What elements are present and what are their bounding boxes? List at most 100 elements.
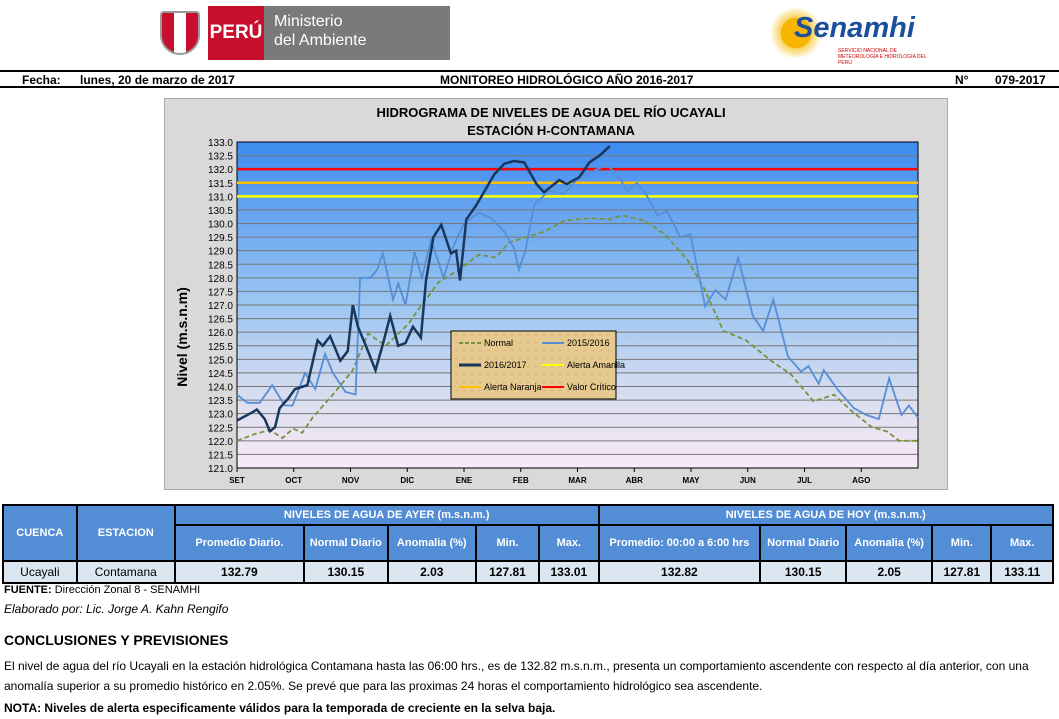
header-ayer-min: Min. [474,524,541,562]
y-tick-label: 127.5 [208,287,233,298]
x-tick-label: NOV [342,476,360,485]
cell-ayer-anomalia: 2.03 [386,560,477,584]
report-number: 079-2017 [995,73,1046,87]
chart-subtitle: ESTACIÓN H-CONTAMANA [467,123,635,138]
ministry-line2: del Ambiente [274,32,367,49]
x-tick-label: OCT [285,476,302,485]
x-tick-label: ABR [626,476,644,485]
senamhi-subtitle: SERVICIO NACIONAL DE METEOROLOGÍA E HIDR… [838,48,927,66]
fecha-value: lunes, 20 de marzo de 2017 [80,73,235,87]
y-tick-label: 121.0 [208,464,233,475]
y-tick-label: 126.0 [208,328,233,339]
header-ayer-promedio: Promedio Diario. [173,524,305,562]
header-cuenca: CUENCA [2,504,78,562]
y-axis-label: Nivel (m.s.n.m) [174,287,190,387]
x-tick-label: ENE [456,476,473,485]
cell-estacion: Contamana [75,560,176,584]
header-hoy-min: Min. [931,524,993,562]
legend-label: Normal [484,338,513,348]
y-tick-label: 132.0 [208,165,233,176]
x-tick-label: DIC [400,476,414,485]
x-tick-label: JUL [797,476,812,485]
senamhi-brand: Senamhi [794,12,915,44]
y-tick-label: 127.0 [208,301,233,312]
y-tick-label: 121.5 [208,450,233,461]
series-line-2015-2016 [236,164,919,421]
header-hoy: NIVELES DE AGUA DE HOY (m.s.n.m.) [597,504,1055,526]
coat-of-arms-icon [160,11,200,55]
y-tick-label: 129.0 [208,247,233,258]
header-hoy-normal: Normal Diario [759,524,848,562]
fuente: FUENTE: Dirección Zonal 8 - SENAMHI [4,584,200,596]
y-tick-label: 126.5 [208,315,233,326]
cell-ayer-promedio: 132.79 [173,560,305,584]
fuente-value: Dirección Zonal 8 - SENAMHI [51,584,201,596]
y-tick-label: 130.0 [208,220,233,231]
peru-label: PERÚ [208,6,264,60]
header-ayer-max: Max. [538,524,600,562]
y-tick-label: 131.5 [208,179,233,190]
plot-border [236,141,919,469]
y-tick-label: 133.0 [208,138,233,149]
hydrograph-chart: HIDROGRAMA DE NIVELES DE AGUA DEL RÍO UC… [164,98,948,490]
y-tick-label: 123.0 [208,410,233,421]
y-tick-label: 122.5 [208,423,233,434]
cell-hoy-anomalia: 2.05 [845,560,934,584]
y-tick-label: 123.5 [208,396,233,407]
legend-label: 2016/2017 [484,360,527,370]
sun-icon [768,8,824,58]
series-line-2016-2017 [236,145,611,434]
x-tick-label: JUN [740,476,756,485]
levels-table: CUENCA ESTACION NIVELES DE AGUA DE AYER … [2,504,1055,584]
series-line-normal [236,214,918,442]
y-tick-label: 122.0 [208,437,233,448]
legend-label: Valor Crítico [567,382,616,392]
ministry-line1: Ministerio [274,13,343,30]
y-tick-label: 131.0 [208,192,233,203]
cell-cuenca: Ucayali [2,560,78,584]
header-ayer-normal: Normal Diario [302,524,389,562]
elaborado-por: Elaborado por: Lic. Jorge A. Kahn Rengif… [4,602,229,616]
header-estacion: ESTACION [75,504,176,562]
y-tick-label: 128.5 [208,260,233,271]
y-tick-label: 125.0 [208,355,233,366]
nota: NOTA: Niveles de alerta especificamente … [4,701,556,715]
legend-label: 2015/2016 [567,338,610,348]
y-tick-label: 124.0 [208,383,233,394]
cell-hoy-max: 133.11 [990,560,1054,584]
report-header-bar: Fecha: lunes, 20 de marzo de 2017 MONITO… [0,70,1059,88]
y-tick-label: 124.5 [208,369,233,380]
cell-hoy-promedio: 132.82 [597,560,762,584]
ministerio-ambiente-logo: PERÚ Ministerio del Ambiente [160,6,450,60]
y-tick-label: 129.5 [208,233,233,244]
header-ayer: NIVELES DE AGUA DE AYER (m.s.n.m.) [173,504,600,526]
header-hoy-max: Max. [990,524,1054,562]
chart-title: HIDROGRAMA DE NIVELES DE AGUA DEL RÍO UC… [376,105,725,120]
cell-hoy-min: 127.81 [931,560,993,584]
cell-ayer-normal: 130.15 [302,560,389,584]
fecha-label: Fecha: [22,73,61,87]
senamhi-logo: Senamhi SERVICIO NACIONAL DE METEOROLOGÍ… [768,6,938,66]
number-label: N° [955,73,969,87]
report-title: MONITOREO HIDROLÓGICO AÑO 2016-2017 [440,73,694,87]
x-tick-label: AGO [852,476,870,485]
x-tick-label: SET [229,476,245,485]
y-tick-label: 128.0 [208,274,233,285]
conclusions-title: CONCLUSIONES Y PREVISIONES [4,632,229,648]
cell-hoy-normal: 130.15 [759,560,848,584]
y-tick-label: 130.5 [208,206,233,217]
legend-label: Alerta Amarilla [567,360,625,370]
header-hoy-promedio: Promedio: 00:00 a 6:00 hrs [597,524,762,562]
x-tick-label: MAR [568,476,586,485]
y-tick-label: 125.5 [208,342,233,353]
header-ayer-anomalia: Anomalia (%) [386,524,477,562]
x-tick-label: MAY [682,476,700,485]
table-row: Ucayali Contamana 132.79 130.15 2.03 127… [2,560,1054,584]
cell-ayer-min: 127.81 [474,560,541,584]
y-tick-label: 132.5 [208,152,233,163]
conclusions-text: El nivel de agua del río Ucayali en la e… [4,659,1029,693]
legend-label: Alerta Naranja [484,382,542,392]
fuente-label: FUENTE: [4,584,52,596]
cell-ayer-max: 133.01 [538,560,600,584]
header-hoy-anomalia: Anomalia (%) [845,524,934,562]
